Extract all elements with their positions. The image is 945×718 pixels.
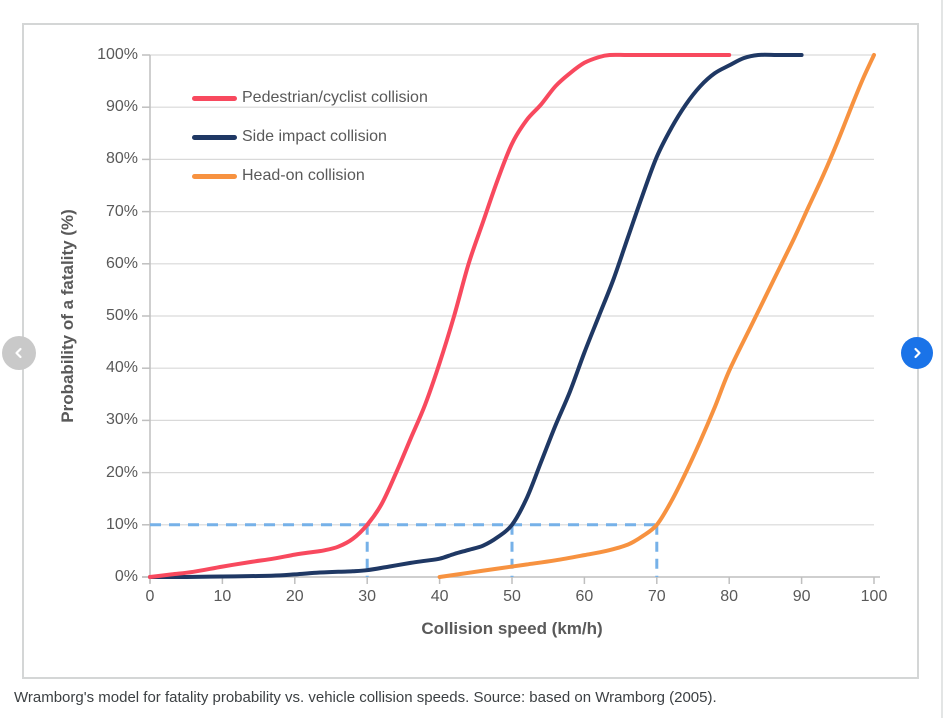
x-tick-label: 90 — [792, 588, 811, 605]
y-tick-label: 50% — [105, 307, 138, 324]
legend-label: Side impact collision — [242, 128, 387, 145]
x-tick-label: 50 — [503, 588, 521, 605]
legend-item: Pedestrian/cyclist collision — [192, 87, 428, 109]
legend-item: Side impact collision — [192, 126, 428, 148]
chevron-right-icon — [914, 347, 921, 359]
legend-item: Head-on collision — [192, 165, 428, 187]
x-tick-label: 80 — [720, 588, 739, 605]
x-tick-label: 100 — [860, 588, 888, 605]
series-line-head-on-collision — [437, 53, 876, 579]
y-tick-label: 80% — [105, 150, 138, 168]
legend-label: Pedestrian/cyclist collision — [242, 89, 428, 106]
chart-card: 0% 10% 20% 30% 40% 50% 60% 70% 80% 90% 100% 0 10 20 3… — [22, 23, 919, 679]
legend-line-swatch — [192, 134, 237, 140]
x-tick-label: 20 — [285, 588, 304, 605]
figure-caption: Wramborg's model for fatality probabilit… — [14, 689, 717, 706]
carousel-prev-button[interactable] — [2, 336, 36, 370]
legend-line-swatch — [192, 95, 237, 101]
page-edge-divider — [941, 0, 943, 718]
chart-area: 0% 10% 20% 30% 40% 50% 60% 70% 80% 90% 100% 0 10 20 3… — [24, 25, 917, 677]
series-line-pedestrian-cyclist-collision — [148, 52, 732, 579]
x-tick-label: 60 — [575, 588, 594, 605]
x-tick-label: 70 — [647, 588, 666, 605]
x-tick-label: 30 — [358, 588, 377, 605]
y-tick-label: 40% — [105, 359, 138, 377]
carousel-next-button[interactable] — [901, 337, 933, 369]
x-axis-title: Collision speed (km/h) — [421, 619, 603, 638]
y-tick-label: 90% — [105, 98, 138, 116]
chart-svg — [142, 52, 880, 584]
x-tick-label: 40 — [430, 588, 449, 605]
series-line-side-impact-collision — [148, 52, 804, 580]
legend-label: Head-on collision — [242, 167, 365, 184]
x-tick-label: 10 — [213, 588, 232, 605]
y-tick-label: 30% — [105, 411, 138, 429]
legend-line-swatch — [192, 173, 237, 179]
chevron-left-icon — [15, 347, 22, 359]
y-tick-label: 70% — [105, 202, 138, 220]
chart-legend: Pedestrian/cyclist collision Side impact … — [192, 87, 428, 204]
y-tick-label: 0% — [114, 568, 138, 585]
y-tick-label: 10% — [105, 515, 138, 533]
y-tick-label: 100% — [97, 46, 138, 63]
y-tick-label: 20% — [105, 463, 138, 481]
x-tick-label: 0 — [145, 588, 155, 605]
y-tick-label: 60% — [105, 254, 138, 272]
y-axis-title: Probability of a fatality (%) — [58, 209, 77, 423]
